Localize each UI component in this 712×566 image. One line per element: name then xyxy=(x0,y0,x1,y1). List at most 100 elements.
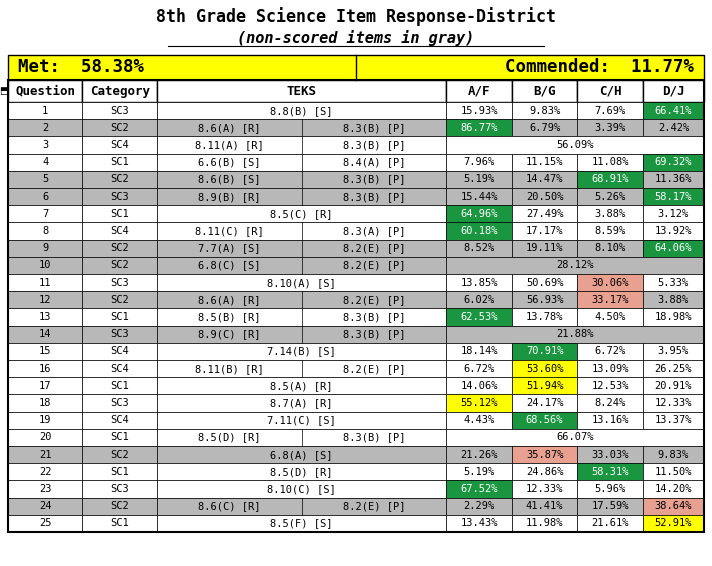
FancyBboxPatch shape xyxy=(643,80,704,102)
Text: 8.3(B) [P]: 8.3(B) [P] xyxy=(343,140,405,150)
Text: SC3: SC3 xyxy=(110,398,129,408)
Text: 68.56%: 68.56% xyxy=(526,415,563,425)
FancyBboxPatch shape xyxy=(446,171,512,188)
FancyBboxPatch shape xyxy=(577,308,643,325)
Text: 58.17%: 58.17% xyxy=(654,192,692,201)
Text: Category: Category xyxy=(90,85,150,98)
FancyBboxPatch shape xyxy=(446,257,704,274)
FancyBboxPatch shape xyxy=(643,498,704,515)
FancyBboxPatch shape xyxy=(446,325,704,343)
FancyBboxPatch shape xyxy=(8,239,83,257)
Text: 8: 8 xyxy=(42,226,48,236)
Text: 12: 12 xyxy=(39,295,51,305)
FancyBboxPatch shape xyxy=(8,498,83,515)
FancyBboxPatch shape xyxy=(446,205,512,222)
Text: 69.32%: 69.32% xyxy=(654,157,692,167)
FancyBboxPatch shape xyxy=(446,463,512,481)
FancyBboxPatch shape xyxy=(8,395,83,411)
Text: 8.5(F) [S]: 8.5(F) [S] xyxy=(271,518,333,529)
Text: 8.3(B) [P]: 8.3(B) [P] xyxy=(343,329,405,339)
FancyBboxPatch shape xyxy=(83,446,157,463)
Text: SC1: SC1 xyxy=(110,312,129,322)
Text: 9: 9 xyxy=(42,243,48,253)
FancyBboxPatch shape xyxy=(577,498,643,515)
FancyBboxPatch shape xyxy=(83,515,157,532)
Text: SC3: SC3 xyxy=(110,106,129,115)
FancyBboxPatch shape xyxy=(643,377,704,395)
Text: 8.10(A) [S]: 8.10(A) [S] xyxy=(267,277,336,288)
FancyBboxPatch shape xyxy=(8,377,83,395)
Text: 12.33%: 12.33% xyxy=(526,484,563,494)
FancyBboxPatch shape xyxy=(157,308,446,325)
Text: 16: 16 xyxy=(39,363,51,374)
FancyBboxPatch shape xyxy=(8,188,83,205)
Text: SC2: SC2 xyxy=(110,123,129,133)
Text: 19: 19 xyxy=(39,415,51,425)
Text: 9.83%: 9.83% xyxy=(529,106,560,115)
FancyBboxPatch shape xyxy=(8,325,83,343)
FancyBboxPatch shape xyxy=(8,515,83,532)
Text: 21: 21 xyxy=(39,449,51,460)
FancyBboxPatch shape xyxy=(8,171,83,188)
Text: 11.36%: 11.36% xyxy=(654,174,692,185)
FancyBboxPatch shape xyxy=(446,395,512,411)
Text: D/J: D/J xyxy=(662,85,685,98)
Text: 21.26%: 21.26% xyxy=(461,449,498,460)
Text: 12.33%: 12.33% xyxy=(654,398,692,408)
FancyBboxPatch shape xyxy=(512,80,577,102)
Text: 6.72%: 6.72% xyxy=(595,346,626,357)
Text: 24: 24 xyxy=(39,501,51,511)
Text: 8.11(B) [R]: 8.11(B) [R] xyxy=(195,363,263,374)
FancyBboxPatch shape xyxy=(577,291,643,308)
Text: SC1: SC1 xyxy=(110,518,129,529)
Text: 8.10(C) [S]: 8.10(C) [S] xyxy=(267,484,336,494)
Text: 8.6(B) [S]: 8.6(B) [S] xyxy=(198,174,261,185)
Text: 20.91%: 20.91% xyxy=(654,381,692,391)
FancyBboxPatch shape xyxy=(8,343,83,360)
Text: 7.96%: 7.96% xyxy=(464,157,495,167)
Text: 14.20%: 14.20% xyxy=(654,484,692,494)
FancyBboxPatch shape xyxy=(446,343,512,360)
Text: 8.2(E) [P]: 8.2(E) [P] xyxy=(343,295,405,305)
FancyBboxPatch shape xyxy=(83,498,157,515)
FancyBboxPatch shape xyxy=(577,360,643,377)
FancyBboxPatch shape xyxy=(157,360,446,377)
FancyBboxPatch shape xyxy=(157,325,446,343)
FancyBboxPatch shape xyxy=(643,274,704,291)
FancyBboxPatch shape xyxy=(577,481,643,498)
Text: SC1: SC1 xyxy=(110,432,129,443)
Text: 15.44%: 15.44% xyxy=(461,192,498,201)
FancyBboxPatch shape xyxy=(8,446,83,463)
Text: SC2: SC2 xyxy=(110,174,129,185)
FancyBboxPatch shape xyxy=(643,222,704,239)
Text: 8.2(E) [P]: 8.2(E) [P] xyxy=(343,243,405,253)
FancyBboxPatch shape xyxy=(83,377,157,395)
Text: SC1: SC1 xyxy=(110,381,129,391)
Text: 8.4(A) [P]: 8.4(A) [P] xyxy=(343,157,405,167)
Text: 15: 15 xyxy=(39,346,51,357)
FancyBboxPatch shape xyxy=(643,102,704,119)
Text: 70.91%: 70.91% xyxy=(526,346,563,357)
Text: 66.41%: 66.41% xyxy=(654,106,692,115)
FancyBboxPatch shape xyxy=(157,205,446,222)
Text: Question: Question xyxy=(15,85,75,98)
Text: 17.59%: 17.59% xyxy=(591,501,629,511)
Text: 56.93%: 56.93% xyxy=(526,295,563,305)
Text: 21.88%: 21.88% xyxy=(557,329,594,339)
FancyBboxPatch shape xyxy=(577,463,643,481)
Text: 7.69%: 7.69% xyxy=(595,106,626,115)
FancyBboxPatch shape xyxy=(157,343,446,360)
FancyBboxPatch shape xyxy=(577,239,643,257)
FancyBboxPatch shape xyxy=(8,274,83,291)
Text: 10: 10 xyxy=(39,260,51,271)
Text: ⬒: ⬒ xyxy=(0,86,9,96)
Text: 8.3(B) [P]: 8.3(B) [P] xyxy=(343,174,405,185)
Text: 11.50%: 11.50% xyxy=(654,467,692,477)
FancyBboxPatch shape xyxy=(643,481,704,498)
FancyBboxPatch shape xyxy=(83,102,157,119)
Text: 33.03%: 33.03% xyxy=(591,449,629,460)
Text: Met:  58.38%: Met: 58.38% xyxy=(18,58,144,76)
Text: 50.69%: 50.69% xyxy=(526,277,563,288)
FancyBboxPatch shape xyxy=(446,515,512,532)
FancyBboxPatch shape xyxy=(446,222,512,239)
